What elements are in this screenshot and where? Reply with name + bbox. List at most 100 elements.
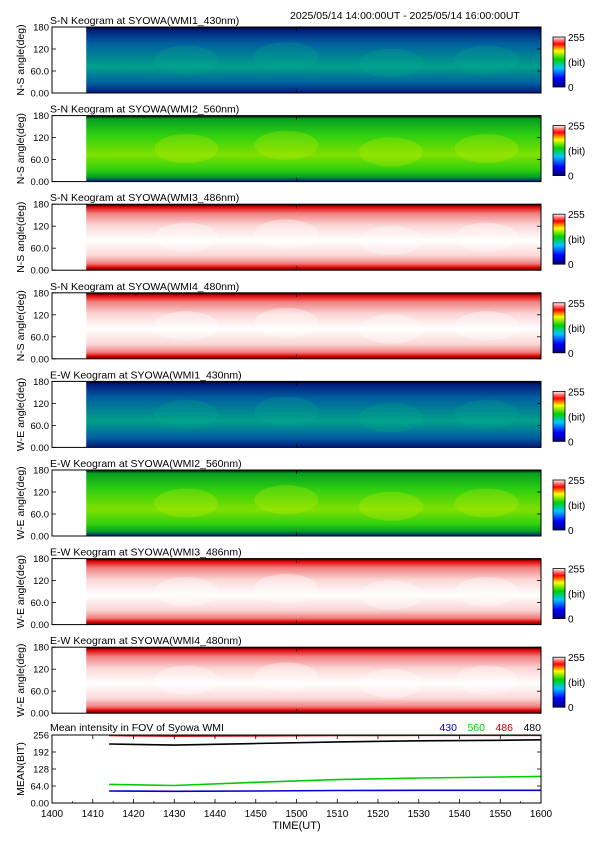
y-tick-label: 0.00 <box>31 354 50 365</box>
panel-title: S-N Keogram at SYOWA(WMI1_430nm) <box>50 15 239 27</box>
y-tick-label: 60.0 <box>31 67 50 78</box>
y-axis-label: W-E angle(deg) <box>15 466 27 539</box>
y-tick-label: 120 <box>33 665 49 676</box>
y-tick-label: 256 <box>33 731 49 742</box>
x-tick-label: 1400 <box>41 809 64 820</box>
y-tick-label: 60.0 <box>31 244 50 255</box>
panel-title: S-N Keogram at SYOWA(WMI2_560nm) <box>50 104 239 116</box>
colorbar-unit-label: (bit) <box>568 58 585 69</box>
keogram-texture <box>454 222 519 252</box>
keogram-texture <box>454 488 519 518</box>
y-tick-label: 180 <box>33 200 49 211</box>
x-tick-label: 1500 <box>285 809 308 820</box>
keogram-texture <box>254 219 319 249</box>
keogram-texture <box>254 396 319 426</box>
colorbar <box>552 125 566 176</box>
y-tick-label: 0.00 <box>31 620 50 631</box>
keogram-texture <box>154 399 219 429</box>
panel-title: E-W Keogram at SYOWA(WMI1_430nm) <box>50 369 242 381</box>
keogram-image <box>86 27 541 93</box>
x-tick-label: 1450 <box>245 809 268 820</box>
y-tick-label: 0.00 <box>31 799 50 810</box>
y-tick-label: 60.0 <box>31 598 50 609</box>
panel-title: S-N Keogram at SYOWA(WMI4_480nm) <box>50 281 239 293</box>
y-tick-label: 0.00 <box>31 443 50 454</box>
y-tick-label: 60.0 <box>31 155 50 166</box>
y-axis-label: W-E angle(deg) <box>15 555 27 628</box>
colorbar-unit-label: (bit) <box>568 501 585 512</box>
keogram-panel: E-W Keogram at SYOWA(WMI1_430nm)180 120 60… <box>15 369 585 454</box>
keogram-panel: E-W Keogram at SYOWA(WMI4_480nm)180 120 60… <box>15 635 585 720</box>
series-line-560 <box>109 775 542 787</box>
keogram-texture <box>254 42 319 72</box>
y-tick-label: 180 <box>33 111 49 122</box>
x-tick-label: 1510 <box>326 809 349 820</box>
colorbar-unit-label: (bit) <box>568 590 585 601</box>
x-tick-label: 1440 <box>204 809 227 820</box>
keogram-texture <box>254 130 319 160</box>
colorbar <box>552 656 566 708</box>
colorbar-max-label: 255 <box>568 210 585 221</box>
y-tick-label: 128 <box>33 765 49 776</box>
y-axis-label: MEAN(BIT) <box>15 742 27 796</box>
keogram-texture <box>154 45 219 75</box>
x-tick-label: 1420 <box>122 809 145 820</box>
keogram-image <box>86 292 541 359</box>
colorbar-unit-label: (bit) <box>568 678 585 689</box>
keogram-texture <box>254 662 319 692</box>
panel-title: E-W Keogram at SYOWA(WMI4_480nm) <box>50 635 242 647</box>
colorbar-min-label: 0 <box>568 437 574 448</box>
keogram-texture <box>154 134 219 164</box>
keogram-image <box>86 381 541 448</box>
y-axis-label: N-S angle(deg) <box>15 290 27 361</box>
x-tick-label: 1430 <box>163 809 186 820</box>
colorbar-min-label: 0 <box>568 172 574 183</box>
y-tick-label: 180 <box>33 466 49 477</box>
y-tick-label: 0.00 <box>31 89 50 100</box>
keogram-image <box>86 470 541 536</box>
y-tick-label: 180 <box>33 23 49 34</box>
lineplot-bg <box>52 735 541 803</box>
y-tick-label: 120 <box>33 310 49 321</box>
keogram-texture <box>454 665 519 695</box>
y-tick-label: 64.0 <box>31 782 50 793</box>
colorbar-max-label: 255 <box>568 387 585 398</box>
y-tick-label: 0.00 <box>31 177 50 188</box>
y-tick-label: 120 <box>33 576 49 587</box>
keogram-texture <box>359 314 423 344</box>
lineplot-title: Mean intensity in FOV of Syowa WMI <box>50 722 224 734</box>
datetime-range: 2025/05/14 14:00:00UT - 2025/05/14 16:00… <box>290 10 520 22</box>
keogram-texture <box>254 573 319 603</box>
keogram-texture <box>454 399 519 429</box>
keogram-texture <box>359 580 423 610</box>
colorbar-min-label: 0 <box>568 83 574 94</box>
y-tick-label: 180 <box>33 288 49 299</box>
panel-title: E-W Keogram at SYOWA(WMI2_560nm) <box>50 458 242 470</box>
y-tick-label: 120 <box>33 45 49 56</box>
colorbar <box>552 479 566 531</box>
x-tick-label: 1540 <box>448 809 471 820</box>
colorbar <box>552 302 566 354</box>
colorbar <box>552 213 566 265</box>
y-tick-label: 120 <box>33 488 49 499</box>
y-tick-label: 60.0 <box>31 421 50 432</box>
x-axis-label: TIME(UT) <box>272 820 320 832</box>
colorbar-max-label: 255 <box>568 653 585 664</box>
keogram-panel: E-W Keogram at SYOWA(WMI2_560nm)180 120 60… <box>15 458 585 543</box>
x-tick-label: 1550 <box>489 809 512 820</box>
x-tick-label: 1410 <box>82 809 105 820</box>
y-axis-label: W-E angle(deg) <box>15 644 27 717</box>
y-axis-label: N-S angle(deg) <box>15 113 27 184</box>
colorbar-unit-label: (bit) <box>568 412 585 423</box>
colorbar-max-label: 255 <box>568 33 585 44</box>
keogram-panel: E-W Keogram at SYOWA(WMI3_486nm)180 120 60… <box>15 547 585 632</box>
colorbar-unit-label: (bit) <box>568 324 585 335</box>
keogram-texture <box>154 577 219 607</box>
keogram-panel: S-N Keogram at SYOWA(WMI2_560nm)180 120 60… <box>15 104 585 189</box>
keogram-texture <box>154 665 219 695</box>
y-tick-label: 60.0 <box>31 510 50 521</box>
y-tick-label: 0.00 <box>31 709 50 720</box>
y-tick-label: 0.00 <box>31 532 50 543</box>
y-tick-label: 60.0 <box>31 687 50 698</box>
